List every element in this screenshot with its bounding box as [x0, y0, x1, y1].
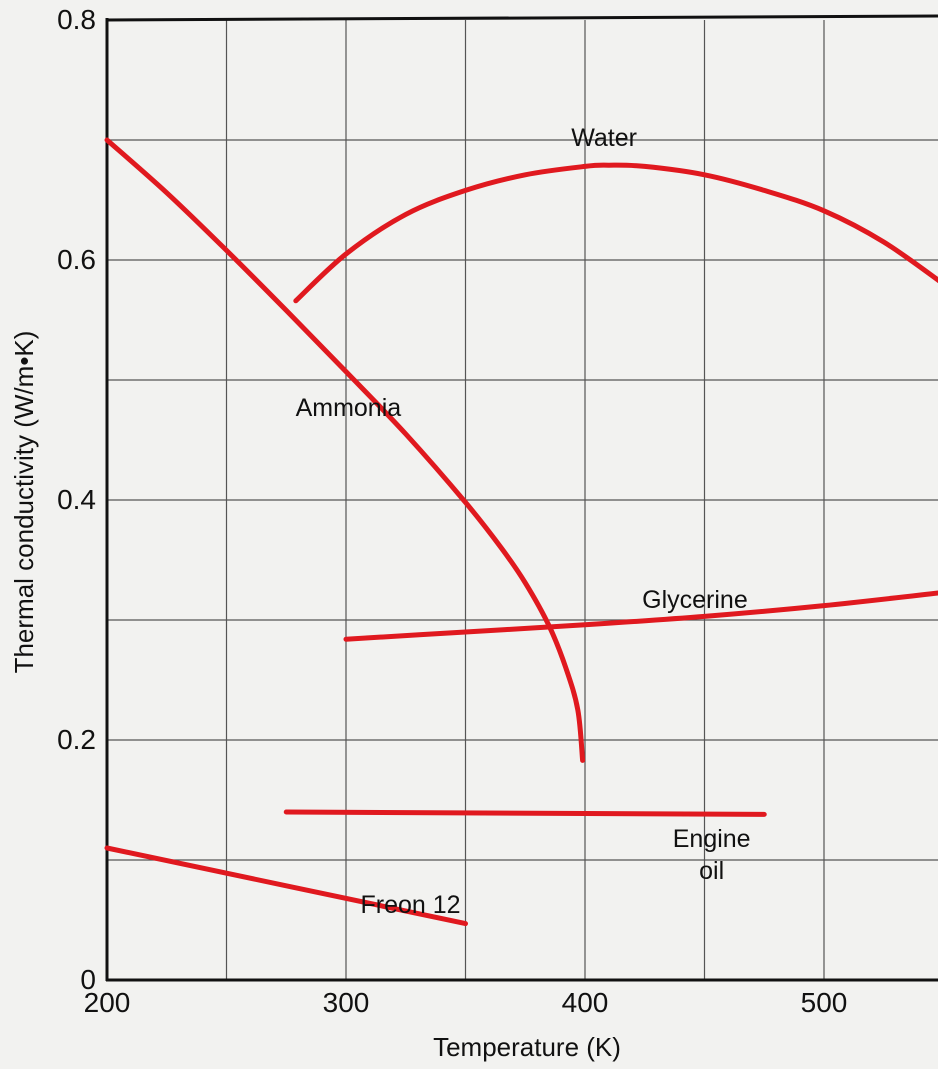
series-line-ammonia — [104, 137, 586, 763]
series-label-glycerine: Glycerine — [642, 586, 748, 614]
y-tick-label: 0.8 — [57, 4, 96, 35]
series-line-engine-oil — [283, 809, 767, 817]
series-label-text: Ammonia — [296, 394, 402, 422]
x-axis-label: Temperature (K) — [433, 1032, 621, 1062]
series-lines — [104, 137, 938, 927]
x-tick-label: 400 — [562, 987, 609, 1018]
y-tick-label: 0 — [80, 964, 96, 995]
y-tick-label: 0.4 — [57, 484, 96, 515]
x-tick-label: 500 — [801, 987, 848, 1018]
series-label-ammonia: Ammonia — [296, 394, 402, 422]
top-frame-line — [105, 14, 938, 22]
series-label-text: Water — [571, 124, 637, 152]
axes: 200 300 400 500 0 0.2 0.4 0.6 0.8 — [57, 4, 938, 1018]
series-label-text: Freon 12 — [360, 891, 460, 919]
series-label-text: oil — [699, 857, 724, 885]
series-line-glycerine — [343, 590, 938, 642]
series-label-freon-12: Freon 12 — [360, 891, 460, 919]
series-label-engine-oil: Engine oil — [673, 825, 751, 885]
series-line-freon-12 — [104, 845, 468, 927]
series-labels: Water Ammonia Glycerine Engine oil Freon 12 — [296, 124, 751, 919]
series-line-water — [293, 162, 938, 304]
x-tick-label: 300 — [323, 987, 370, 1018]
series-label-text: Engine — [673, 825, 751, 853]
grid — [107, 20, 938, 980]
y-axis-label: Thermal conductivity (W/m•K) — [9, 331, 39, 674]
y-tick-label: 0.6 — [57, 244, 96, 275]
x-tick-label: 200 — [84, 987, 131, 1018]
series-label-text: Glycerine — [642, 586, 748, 614]
series-label-water: Water — [571, 124, 637, 152]
y-tick-label: 0.2 — [57, 724, 96, 755]
